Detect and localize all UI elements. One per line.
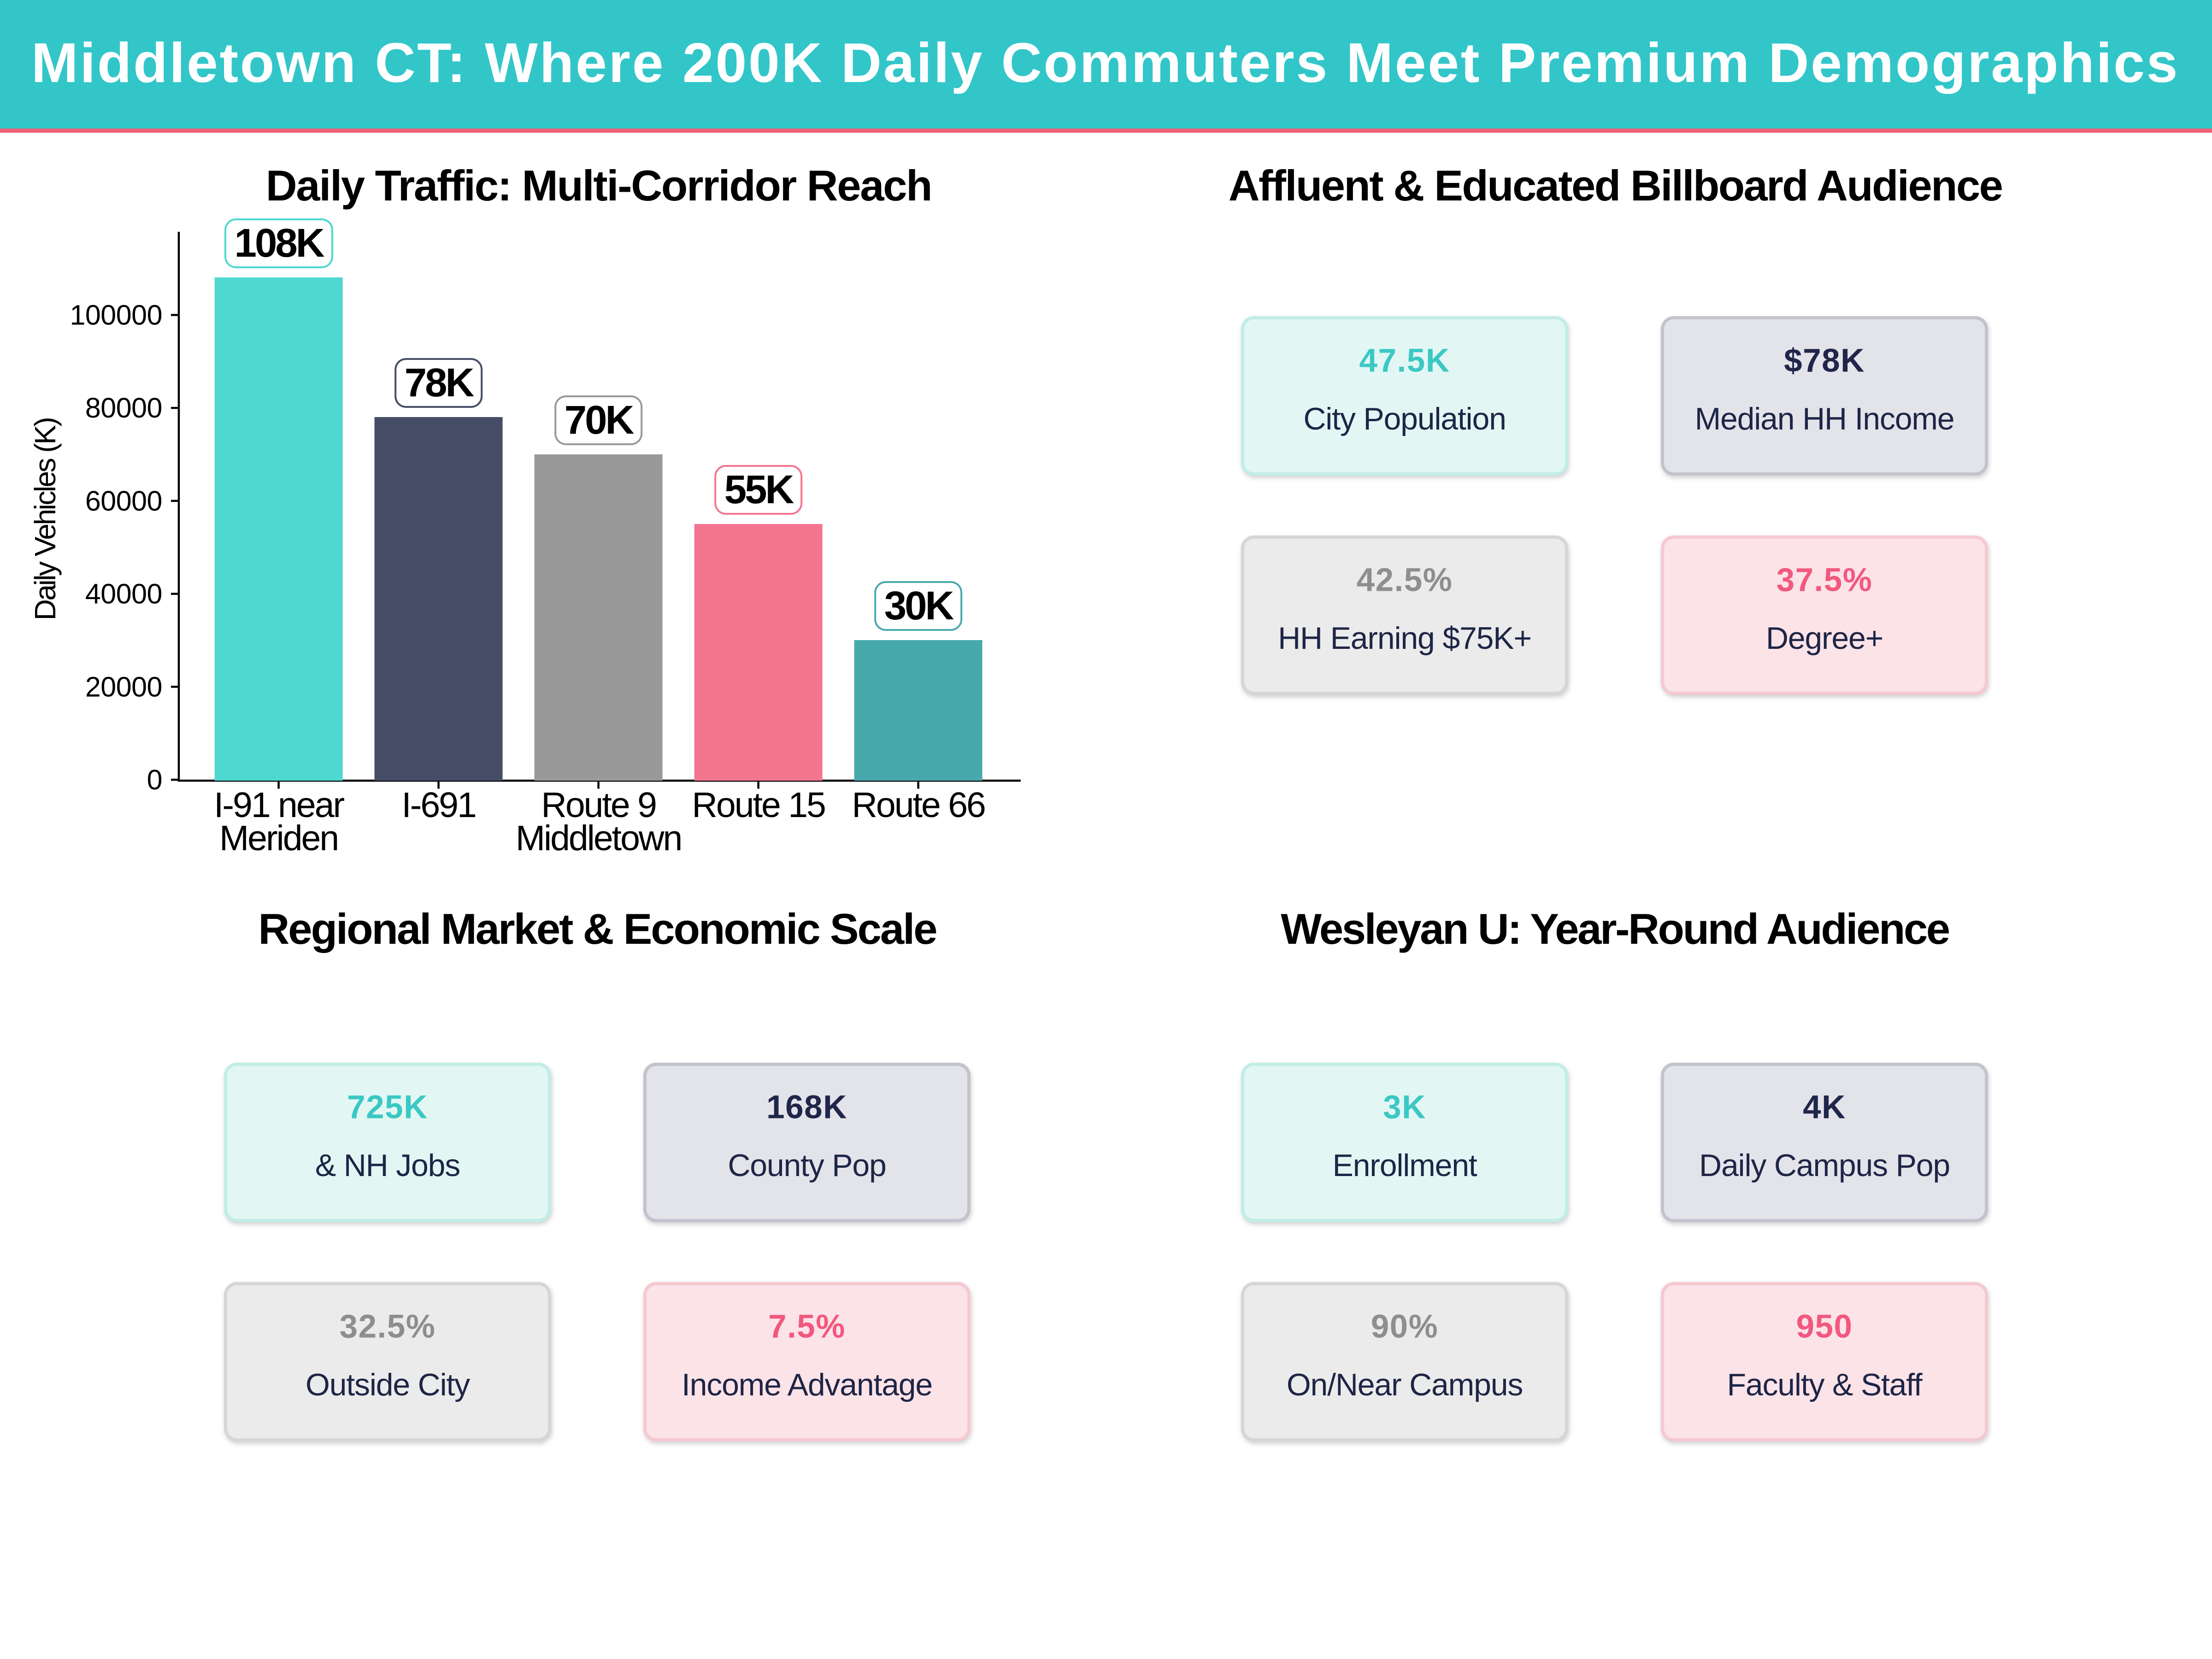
svg-text:Daily Vehicles (K): Daily Vehicles (K) xyxy=(29,418,62,621)
svg-text:I-691: I-691 xyxy=(401,785,476,825)
svg-text:40000: 40000 xyxy=(85,578,162,610)
svg-text:Route 15: Route 15 xyxy=(692,785,825,825)
svg-text:80000: 80000 xyxy=(85,392,162,424)
svg-text:100000: 100000 xyxy=(70,300,162,331)
svg-text:20000: 20000 xyxy=(85,671,162,702)
svg-text:Route 66: Route 66 xyxy=(852,785,985,825)
svg-text:0: 0 xyxy=(147,764,162,795)
svg-text:60000: 60000 xyxy=(85,485,162,517)
